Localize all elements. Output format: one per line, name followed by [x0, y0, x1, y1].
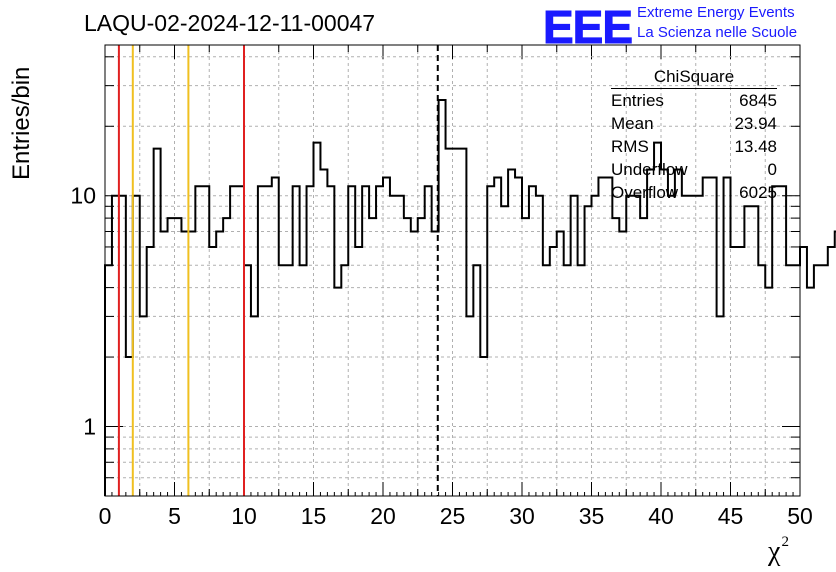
x-tick-label: 35 — [579, 503, 605, 529]
stats-value: 23.94 — [734, 114, 777, 133]
stats-value: 6845 — [739, 91, 777, 110]
stats-row-underflow: Underflow 0 — [611, 158, 777, 181]
x-tick-label: 0 — [99, 503, 112, 529]
stats-value: 13.48 — [734, 137, 777, 156]
stats-title: ChiSquare — [611, 66, 777, 89]
chart-title: LAQU-02-2024-12-11-00047 — [84, 10, 376, 36]
x-tick-label: 50 — [787, 503, 813, 529]
x-tick-label: 15 — [301, 503, 327, 529]
stats-value: 6025 — [739, 183, 777, 202]
stats-label: Overflow — [611, 183, 679, 202]
logo-line-2: La Scienza nelle Scuole — [637, 24, 798, 41]
x-tick-label: 45 — [718, 503, 744, 529]
stats-label: Mean — [611, 114, 654, 133]
stats-label: Entries — [611, 91, 664, 110]
y-tick-label: 1 — [83, 414, 96, 440]
eee-logo: EEE — [542, 1, 633, 54]
x-tick-label: 25 — [440, 503, 466, 529]
stats-label: Underflow — [611, 160, 688, 179]
x-axis-label-sup: 2 — [781, 534, 789, 550]
x-axis-label-base: χ — [768, 536, 781, 567]
x-tick-label: 20 — [370, 503, 396, 529]
x-tick-label: 10 — [231, 503, 257, 529]
stats-row-rms: RMS 13.48 — [611, 135, 777, 158]
y-tick-label: 10 — [70, 183, 96, 209]
stats-box: ChiSquare Entries 6845 Mean 23.94 RMS 13.48… — [611, 66, 777, 204]
stats-row-entries: Entries 6845 — [611, 89, 777, 112]
stats-value: 0 — [767, 160, 777, 179]
stats-label: RMS — [611, 137, 649, 156]
x-tick-label: 30 — [509, 503, 535, 529]
x-tick-label: 40 — [648, 503, 674, 529]
x-tick-label: 5 — [168, 503, 181, 529]
y-axis-label: Entries/bin — [8, 66, 35, 180]
plot-frame — [104, 44, 801, 497]
stats-row-overflow: Overflow 6025 — [611, 181, 777, 204]
x-axis-label: χ2 — [768, 534, 789, 568]
stats-row-mean: Mean 23.94 — [611, 112, 777, 135]
logo-line-1: Extreme Energy Events — [637, 4, 795, 21]
